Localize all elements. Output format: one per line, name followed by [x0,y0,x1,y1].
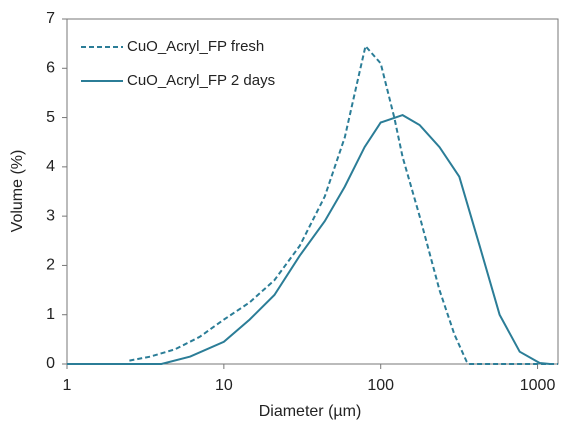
y-tick-label: 5 [46,109,55,126]
y-tick-label: 2 [46,257,55,274]
y-axis-label: Volume (%) [9,150,26,233]
x-axis-label: Diameter (µm) [259,403,362,420]
y-tick-label: 3 [46,207,55,224]
x-tick-label: 1 [63,377,72,394]
x-tick-label: 100 [367,377,394,394]
plot-frame [66,18,559,365]
y-tick-label: 6 [46,60,55,77]
x-tick-label: 10 [215,377,233,394]
x-tick-label: 1000 [520,377,556,394]
y-tick-label: 4 [46,158,55,175]
legend-label: CuO_Acryl_FP fresh [127,38,264,55]
y-tick-label: 0 [46,355,55,372]
y-tick-label: 7 [46,10,55,27]
legend-label: CuO_Acryl_FP 2 days [127,72,275,89]
data-line [129,43,558,365]
y-tick-label: 1 [46,306,55,323]
data-line [67,114,551,365]
